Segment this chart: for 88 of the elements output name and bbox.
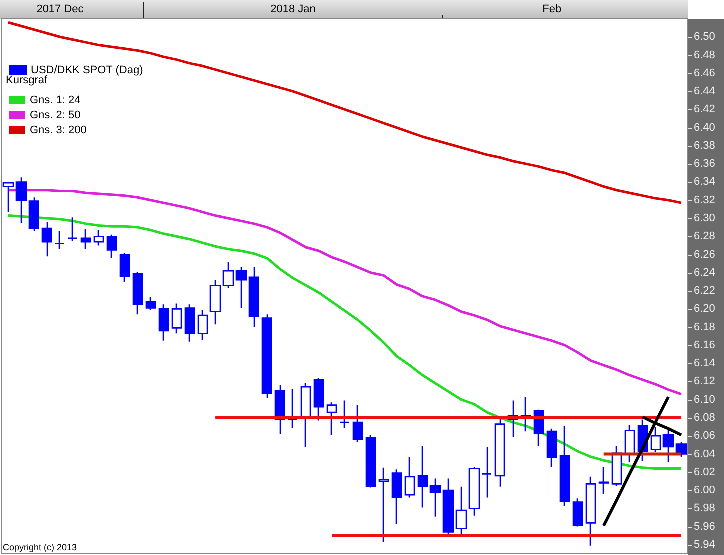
y-tick-label: 6.02	[694, 466, 716, 478]
y-tick-label: 6.00	[694, 484, 716, 497]
candlestick	[184, 304, 196, 342]
legend-label: USD/DKK SPOT (Dag)	[31, 64, 144, 76]
candlestick	[366, 434, 376, 488]
x-tick-label: 2017 Dec	[36, 4, 84, 16]
y-tick-label: 6.44	[694, 86, 716, 98]
candlestick	[210, 280, 222, 326]
candlestick	[662, 429, 674, 464]
candlestick	[392, 469, 402, 525]
candlestick	[314, 377, 324, 422]
candlestick	[494, 416, 506, 488]
candlestick	[612, 445, 622, 487]
x-tick-label: 2018 Jan	[270, 4, 316, 16]
candlestick	[16, 177, 28, 224]
candlestick	[378, 467, 390, 543]
candlestick	[650, 426, 662, 454]
y-tick-label: 6.06	[694, 430, 716, 442]
candlestick	[468, 466, 480, 517]
candlestick	[288, 388, 298, 429]
candlestick	[132, 271, 144, 316]
legend-label: Gns. 1: 24	[30, 94, 81, 106]
candlestick	[560, 425, 570, 507]
candlestick	[28, 196, 40, 232]
candlestick	[586, 476, 596, 546]
candlestick	[598, 466, 610, 495]
y-tick-label: 6.14	[694, 358, 716, 370]
y-tick-label: 6.38	[694, 140, 716, 152]
candlestick	[546, 428, 558, 468]
y-tick-label: 6.28	[694, 230, 716, 243]
candlestick	[198, 309, 208, 341]
candlestick	[482, 446, 492, 498]
legend-label: Gns. 3: 200	[30, 124, 87, 136]
y-tick-label: 6.04	[694, 448, 716, 460]
candlestick	[158, 304, 170, 342]
y-tick-label: 6.20	[694, 303, 716, 316]
candlestick	[430, 478, 442, 518]
annotation: Copyright (c) 2013	[3, 542, 78, 552]
y-tick-label: 6.22	[694, 285, 716, 298]
y-tick-label: 6.36	[694, 158, 716, 170]
y-tick-label: 6.16	[694, 339, 716, 352]
y-tick-label: 6.24	[694, 266, 716, 279]
y-tick-label: 5.94	[694, 538, 716, 551]
candlestick	[624, 424, 636, 464]
candlestick	[236, 266, 248, 309]
candlestick	[456, 486, 468, 535]
y-tick-label: 6.46	[694, 67, 716, 80]
candlestick	[42, 221, 52, 258]
y-tick-label: 6.30	[694, 212, 716, 224]
y-tick-label: 6.32	[694, 194, 716, 206]
candlestick	[106, 234, 118, 260]
y-tick-label: 5.98	[694, 502, 716, 515]
candlestick	[442, 478, 454, 537]
candlestick	[120, 252, 130, 283]
y-tick-label: 6.18	[694, 321, 716, 334]
candlestick	[262, 314, 272, 399]
candlestick	[300, 382, 312, 448]
y-tick-label: 6.48	[694, 49, 716, 62]
y-tick-label: 6.12	[694, 376, 716, 388]
y-tick-label: 6.26	[694, 248, 716, 261]
candlestick	[94, 230, 104, 246]
y-tick-label: 5.96	[694, 520, 716, 533]
candlestick	[340, 400, 350, 429]
x-tick-label: Feb	[542, 4, 562, 16]
candlestick	[418, 445, 428, 508]
line-series	[7, 21, 683, 204]
y-tick-label: 6.42	[694, 104, 716, 116]
candlestick	[572, 498, 584, 528]
y-tick-label: 6.34	[694, 176, 716, 188]
candlestick	[404, 456, 416, 498]
line-series	[7, 189, 683, 396]
y-tick-label: 6.10	[694, 394, 716, 406]
candlestick	[352, 404, 364, 444]
y-tick-label: 6.50	[694, 31, 716, 44]
candlestick	[326, 402, 338, 436]
legend-title: Kursgraf	[6, 74, 49, 86]
candlestick	[248, 266, 260, 328]
candlestick	[146, 296, 156, 311]
y-tick-label: 6.08	[694, 412, 716, 424]
candlestick	[172, 303, 182, 334]
candlestick	[54, 230, 66, 250]
candlestick	[68, 216, 78, 242]
line-series	[7, 214, 683, 470]
candlestick	[80, 228, 92, 250]
candlestick	[2, 182, 14, 213]
legend-label: Gns. 2: 50	[30, 110, 81, 122]
y-tick-label: 6.40	[694, 122, 716, 134]
candlestick	[222, 261, 234, 289]
